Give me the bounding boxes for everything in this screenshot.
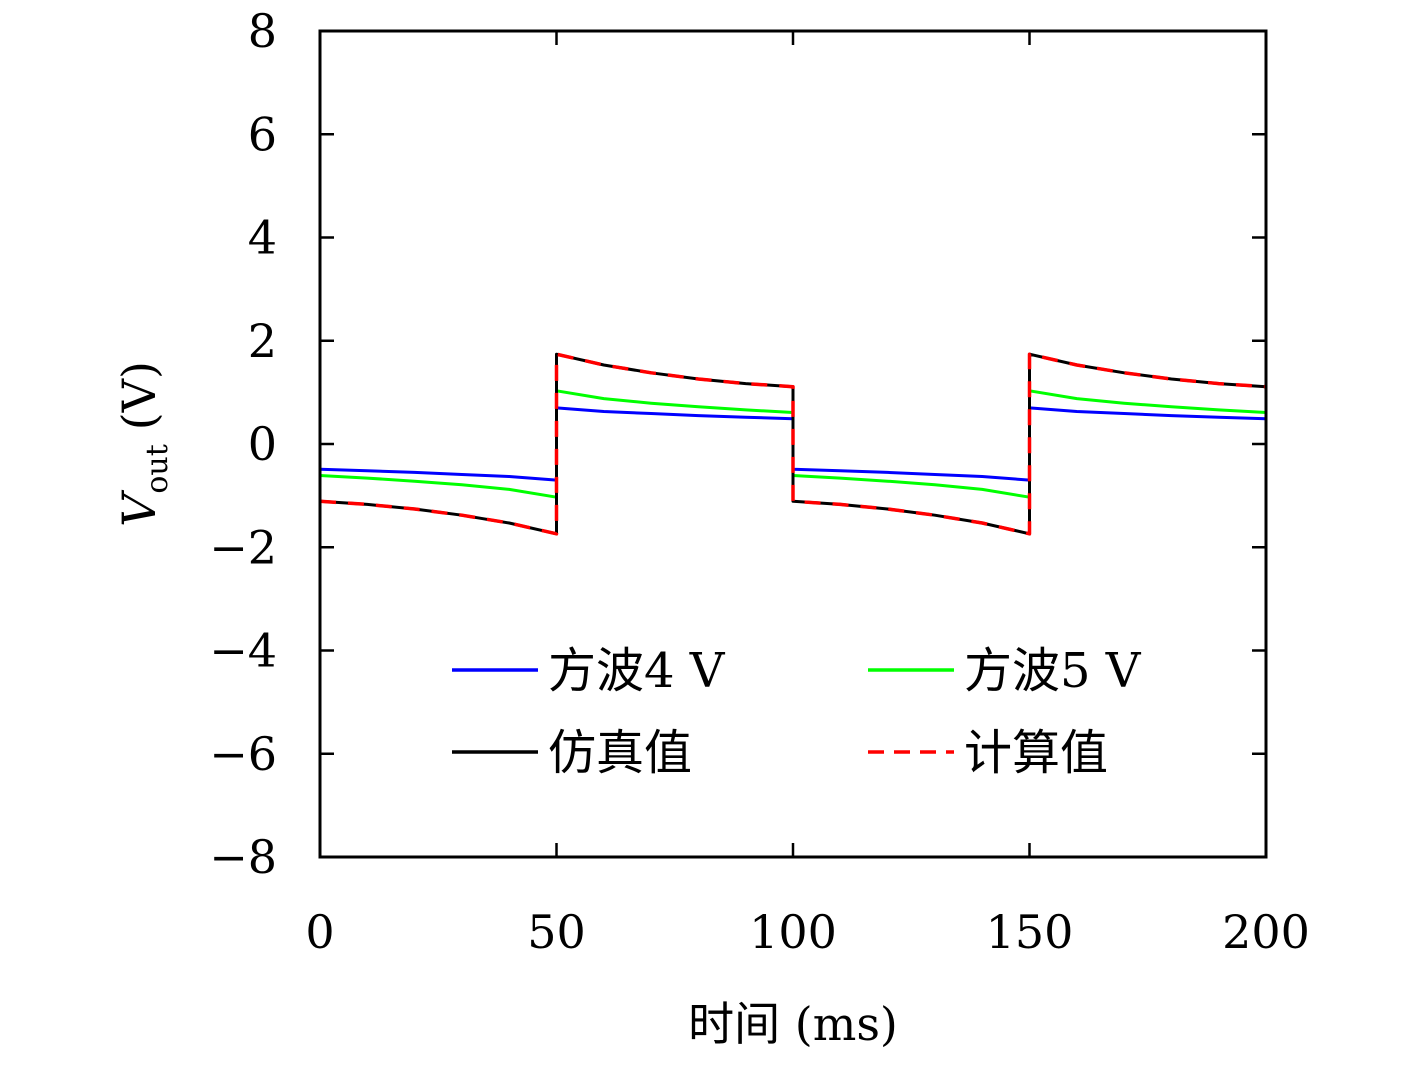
y-tick-label-2: 2: [248, 314, 277, 368]
series-layer: [319, 352, 1267, 536]
legend-label-1: 方波5 V: [964, 643, 1142, 699]
x-tick-label-100: 100: [749, 905, 837, 959]
x-tick-label-0: 0: [305, 905, 334, 959]
y-tick-label--2: −2: [209, 520, 277, 574]
legend-label-2: 仿真值: [548, 725, 692, 781]
plot-frame: [318, 29, 1268, 859]
y-tick-label-4: 4: [248, 211, 277, 265]
series-line-3: [319, 352, 1267, 536]
labels-layer: 0 50 100 150 200 −8 −6 −4 −2 0 2 4 6 8: [209, 4, 1310, 959]
y-tick-label--6: −6: [209, 727, 277, 781]
x-axis-title: 时间 (ms): [688, 997, 898, 1051]
x-tick-label-200: 200: [1222, 905, 1310, 959]
y-tick-label--8: −8: [209, 830, 277, 884]
y-tick-label--4: −4: [209, 624, 277, 678]
y-tick-label-6: 6: [248, 107, 277, 161]
y-tick-label-8: 8: [248, 4, 277, 58]
y-axis-symbol: V: [112, 489, 166, 527]
x-tick-label-150: 150: [986, 905, 1074, 959]
legend-label-0: 方波4 V: [548, 643, 726, 699]
legend-label-3: 计算值: [964, 725, 1108, 781]
svg-text:Vout(V): Vout (V): [112, 361, 175, 527]
y-axis-unit: (V): [112, 361, 166, 430]
x-tick-label-50: 50: [527, 905, 586, 959]
y-tick-label-0: 0: [248, 417, 277, 471]
legend: 方波4 V 方波5 V 仿真值 计算值: [452, 643, 1142, 781]
y-axis-subscript: out: [140, 444, 175, 493]
y-axis-title: Vout (V): [112, 361, 175, 527]
